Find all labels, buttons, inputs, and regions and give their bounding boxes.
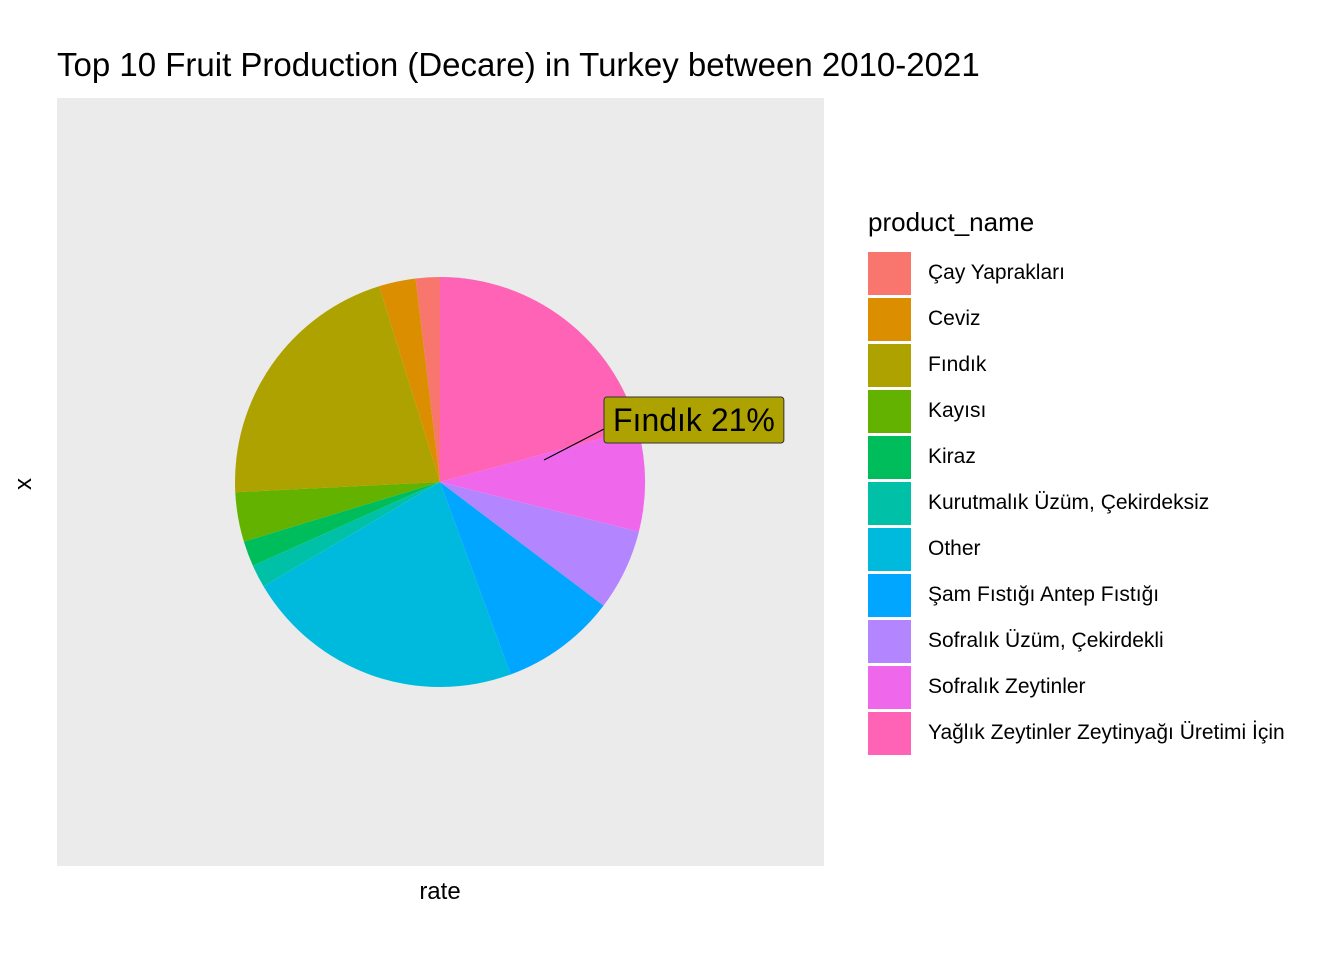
legend-swatch bbox=[868, 251, 911, 295]
plot-panel: Fındık 21% bbox=[57, 98, 824, 866]
legend-label: Kayısı bbox=[928, 399, 987, 422]
legend-item: Kayısı bbox=[868, 388, 1285, 434]
legend-item: Kiraz bbox=[868, 434, 1285, 480]
legend-label: Sofralık Zeytinler bbox=[928, 675, 1086, 698]
legend-swatch bbox=[868, 435, 911, 479]
legend-label: Kiraz bbox=[928, 445, 976, 468]
legend-swatch bbox=[868, 573, 911, 617]
pie-slice-9 bbox=[440, 482, 639, 606]
legend-label: Kurutmalık Üzüm, Çekirdeksiz bbox=[928, 491, 1210, 514]
legend-label: Fındık bbox=[928, 353, 987, 376]
annotation-leader-line bbox=[543, 428, 605, 461]
legend-item: Çay Yaprakları bbox=[868, 250, 1285, 296]
pie-slice-3 bbox=[235, 286, 440, 493]
legend-swatch bbox=[868, 343, 911, 387]
legend-swatch bbox=[868, 711, 911, 755]
pie-slice-4 bbox=[235, 482, 440, 542]
pie-slice-7 bbox=[263, 482, 511, 687]
legend-item: Other bbox=[868, 526, 1285, 572]
legend-item: Yağlık Zeytinler Zeytinyağı Üretimi İçin bbox=[868, 710, 1285, 756]
annotation-label-box bbox=[603, 396, 785, 444]
legend-swatch bbox=[868, 527, 911, 571]
legend-swatch bbox=[868, 665, 911, 709]
pie-slice-5 bbox=[243, 482, 440, 566]
legend-item: Kurutmalık Üzüm, Çekirdeksiz bbox=[868, 480, 1285, 526]
legend-item: Ceviz bbox=[868, 296, 1285, 342]
legend-label: Çay Yaprakları bbox=[928, 261, 1065, 284]
pie-slice-2 bbox=[379, 278, 440, 482]
pie-slice-8 bbox=[440, 482, 604, 675]
legend-label: Other bbox=[928, 537, 981, 560]
legend-item: Sofralık Zeytinler bbox=[868, 664, 1285, 710]
pie-chart: Fındık 21% bbox=[235, 277, 785, 687]
pie-slice-10 bbox=[440, 428, 646, 532]
legend-swatch bbox=[868, 619, 911, 663]
chart-title: Top 10 Fruit Production (Decare) in Turk… bbox=[57, 46, 980, 83]
legend-label: Şam Fıstığı Antep Fıstığı bbox=[928, 583, 1160, 606]
legend-swatch bbox=[868, 481, 911, 525]
legend-label: Yağlık Zeytinler Zeytinyağı Üretimi İçin bbox=[928, 721, 1285, 744]
y-axis-label: x bbox=[10, 478, 37, 490]
legend-item: Şam Fıstığı Antep Fıstığı bbox=[868, 572, 1285, 618]
legend-title: product_name bbox=[868, 207, 1035, 237]
legend-items: Çay Yaprakları Ceviz Fındık Kayısı Kiraz Kuru… bbox=[868, 250, 1285, 756]
legend-swatch bbox=[868, 389, 911, 433]
pie-slice-6 bbox=[252, 482, 440, 587]
pie-slice-11 bbox=[440, 277, 638, 482]
legend-swatch bbox=[868, 297, 911, 341]
annotation-label: Fındık 21% bbox=[613, 402, 775, 438]
legend: product_name Çay Yaprakları Ceviz Fındık Ka… bbox=[868, 207, 1285, 756]
legend-item: Sofralık Üzüm, Çekirdekli bbox=[868, 618, 1285, 664]
legend-item: Fındık bbox=[868, 342, 1285, 388]
legend-label: Sofralık Üzüm, Çekirdekli bbox=[928, 629, 1164, 652]
legend-label: Ceviz bbox=[928, 307, 981, 330]
x-axis-label: rate bbox=[419, 878, 461, 905]
pie-slice-1 bbox=[415, 277, 440, 482]
